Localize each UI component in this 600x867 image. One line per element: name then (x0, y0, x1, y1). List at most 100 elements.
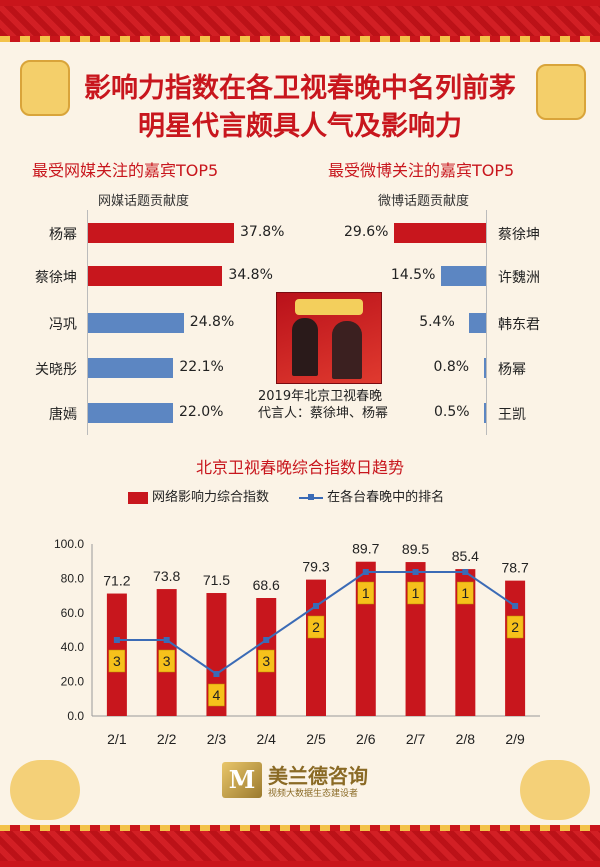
x-tick-label: 2/2 (157, 731, 177, 747)
left-guest-name: 蔡徐坤 (35, 270, 77, 286)
trend-chart: 0.0 20.0 40.0 60.0 80.0 100.0 71.2 2/1 73.8 2/2 71… (0, 520, 600, 760)
poster-caption: 2019年北京卫视春晚 代言人：蔡徐坤、杨幂 (258, 388, 388, 422)
rank-box (307, 615, 325, 639)
bar-value-label: 85.4 (452, 548, 479, 564)
rank-box (158, 649, 175, 673)
rank-label: 1 (362, 585, 370, 601)
right-guest-name: 许魏洲 (498, 270, 540, 286)
logo-name: 美兰德咨询 (268, 764, 368, 788)
left-value-label: 22.0% (178, 404, 224, 420)
rank-box (257, 649, 275, 673)
left-guest-name: 唐嫣 (49, 407, 77, 423)
y-tick-label: 80.0 (61, 571, 85, 585)
x-tick-label: 2/1 (107, 731, 127, 747)
y-tick-label: 100.0 (54, 537, 84, 551)
bar-value-label: 71.5 (203, 572, 230, 588)
rank-point (213, 671, 220, 677)
legend-bar-swatch (128, 491, 148, 504)
right-value-label: 14.5% (390, 267, 436, 283)
rank-label: 3 (163, 653, 171, 669)
bar-value-label: 73.8 (153, 568, 180, 584)
legend-line-label: 在各台春晚中的排名 (327, 490, 445, 505)
left-value-label: 34.8% (228, 267, 273, 283)
bar-value-label: 68.6 (253, 577, 280, 593)
rank-label: 2 (312, 619, 320, 635)
trend-chart-title: 北京卫视春晚综合指数日趋势 (195, 458, 404, 477)
left-value-label: 37.8% (240, 224, 285, 240)
company-logo: M 美兰德咨询 视频大数据生态建设者 (222, 758, 392, 804)
left-guest-name: 杨幂 (49, 227, 77, 243)
x-tick-label: 2/8 (456, 731, 476, 747)
x-tick-label: 2/7 (406, 731, 426, 747)
legend-bar-label: 网络影响力综合指数 (152, 490, 270, 505)
bottom-border (0, 825, 600, 867)
y-tick-label: 20.0 (61, 675, 85, 689)
title-line-1: 影响力指数在各卫视春晚中名列前茅 (84, 73, 516, 104)
caption-line-1: 2019年北京卫视春晚 (258, 389, 383, 404)
right-guest-name: 杨幂 (498, 362, 526, 378)
right-value-label: 0.8% (433, 359, 470, 375)
right-guest-name: 韩东君 (498, 317, 540, 333)
right-value-label: 5.4% (419, 314, 455, 330)
rank-box (208, 683, 225, 707)
rank-point (362, 569, 369, 575)
y-tick-label: 40.0 (61, 640, 85, 654)
right-value-label: 0.5% (434, 404, 470, 420)
rank-point (263, 637, 270, 643)
rank-point (512, 603, 519, 609)
right-bar (483, 358, 486, 378)
left-bar (88, 223, 234, 243)
right-bar (440, 266, 486, 286)
rank-label: 4 (213, 687, 221, 703)
left-axis-title: 网媒话题贡献度 (98, 194, 190, 209)
chart-legend: 网络影响力综合指数 在各台春晚中的排名 (128, 486, 444, 505)
rank-point (412, 569, 419, 575)
lantern-left-icon (20, 60, 70, 116)
trend-bar (505, 580, 526, 716)
left-bar (88, 403, 173, 423)
rank-label: 3 (113, 653, 121, 669)
right-section-title: 最受微博关注的嘉宾TOP5 (328, 161, 515, 180)
caption-line-2: 代言人：蔡徐坤、杨幂 (258, 406, 389, 421)
rank-point (163, 637, 170, 643)
right-axis-title: 微博话题贡献度 (378, 194, 470, 209)
left-axis-line (87, 210, 88, 435)
rank-point (113, 637, 120, 643)
trend-bar (306, 579, 326, 716)
left-guest-name: 关晓彤 (35, 362, 77, 378)
bar-value-label: 89.7 (352, 541, 379, 557)
top-border (0, 0, 600, 42)
gala-poster-image (276, 292, 382, 384)
rank-label: 3 (262, 653, 270, 669)
bar-value-label: 71.2 (103, 573, 130, 589)
pig-right-icon (520, 760, 590, 820)
x-tick-label: 2/4 (256, 731, 276, 747)
rank-point (313, 603, 319, 609)
bar-value-label: 89.5 (402, 541, 429, 557)
page-title: 影响力指数在各卫视春晚中名列前茅 明星代言颇具人气及影响力 (40, 70, 560, 146)
right-guest-name: 蔡徐坤 (498, 227, 540, 243)
y-tick-label: 0.0 (67, 709, 84, 723)
rank-point (462, 569, 469, 575)
x-tick-label: 2/3 (207, 731, 227, 747)
x-tick-label: 2/6 (356, 731, 376, 747)
logo-mark-icon: M (222, 762, 262, 798)
x-tick-label: 2/5 (306, 731, 326, 747)
legend-line-swatch (299, 493, 324, 500)
trend-bar (455, 569, 476, 716)
rank-label: 2 (511, 619, 519, 635)
left-bar (88, 358, 174, 378)
right-guest-name: 王凯 (498, 407, 526, 423)
right-axis-line (486, 210, 487, 435)
trend-chart-svg: 0.0 20.0 40.0 60.0 80.0 100.0 71.2 2/1 73.8 2/2 71… (54, 537, 540, 747)
right-bar (484, 403, 486, 423)
rank-box (357, 581, 375, 605)
bar-value-label: 79.3 (302, 559, 329, 575)
pig-left-icon (10, 760, 80, 820)
left-guest-name: 冯巩 (49, 317, 77, 333)
right-value-label: 29.6% (344, 224, 389, 240)
right-bar (469, 313, 486, 333)
rank-box (506, 615, 524, 639)
y-tick-label: 60.0 (61, 606, 85, 620)
bar-value-label: 78.7 (501, 560, 528, 576)
